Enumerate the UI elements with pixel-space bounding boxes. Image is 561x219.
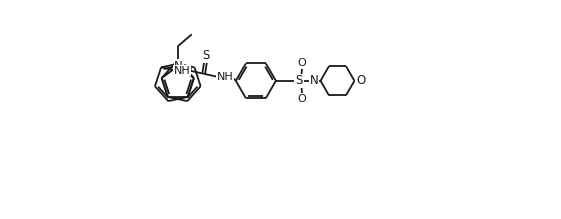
Text: O: O <box>298 94 306 104</box>
Text: NH: NH <box>174 65 191 76</box>
Text: S: S <box>202 49 209 62</box>
Text: O: O <box>298 58 306 68</box>
Text: NH: NH <box>217 72 233 82</box>
Text: N: N <box>174 60 183 73</box>
Text: O: O <box>357 74 366 87</box>
Text: S: S <box>295 74 303 87</box>
Text: N: N <box>310 74 318 87</box>
